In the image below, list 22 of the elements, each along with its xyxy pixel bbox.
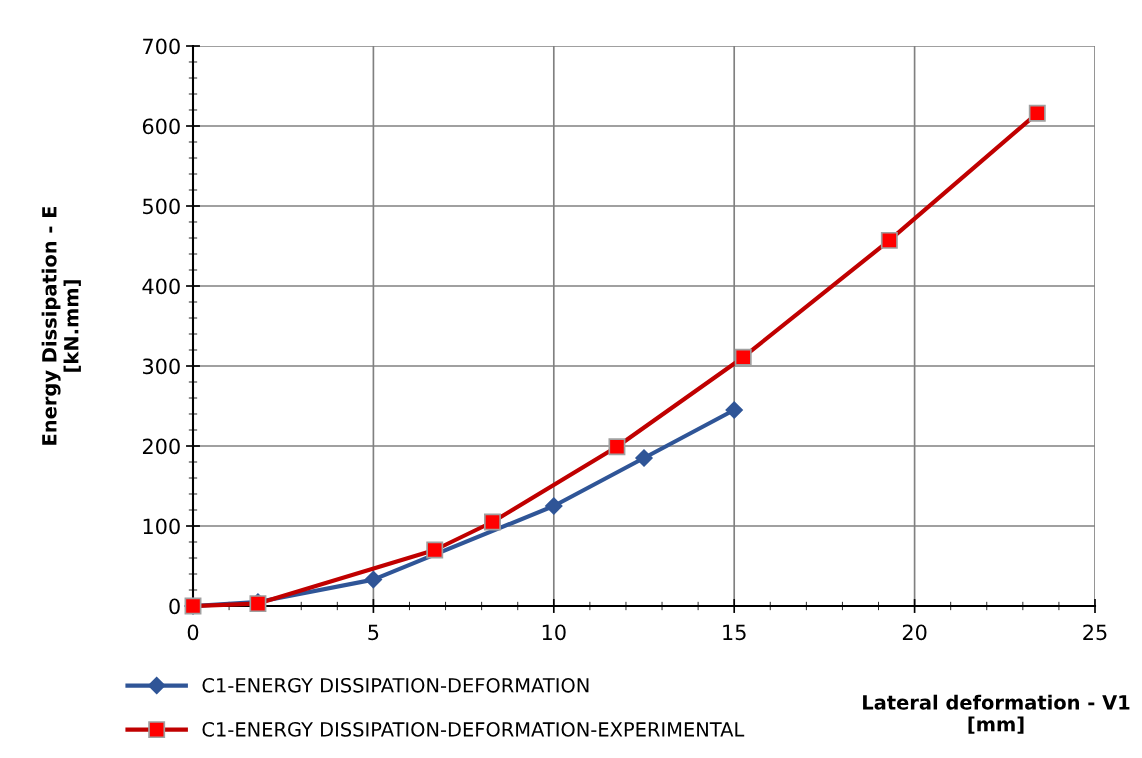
y-tick-label: 200 bbox=[142, 438, 180, 455]
legend-label: C1-ENERGY DISSIPATION-DEFORMATION bbox=[202, 677, 589, 693]
legend-label: C1-ENERGY DISSIPATION-DEFORMATION-EXPERIMENTAL bbox=[202, 722, 745, 737]
y-tick-label: 500 bbox=[143, 198, 180, 215]
point bbox=[635, 449, 653, 467]
x-tick-label: 0 bbox=[187, 624, 199, 641]
x-tick-label: 5 bbox=[368, 624, 379, 641]
point bbox=[545, 497, 563, 515]
y-tick-label: 300 bbox=[143, 358, 180, 375]
y-tick-label: 700 bbox=[143, 38, 180, 55]
x-tick-label: 25 bbox=[1083, 624, 1107, 641]
point bbox=[364, 570, 383, 589]
x-tick-label: 20 bbox=[902, 624, 927, 641]
y-tick-label: 0 bbox=[169, 598, 180, 615]
x-tick-label: 10 bbox=[542, 624, 566, 641]
point bbox=[725, 401, 743, 419]
x-axis-title: Lateral deformation - V1 [mm] bbox=[863, 694, 1130, 734]
y-tick-label: 100 bbox=[143, 518, 180, 535]
y-tick-label: 400 bbox=[142, 278, 180, 295]
y-axis-title: Energy Dissipation - E [kN.mm] bbox=[41, 206, 81, 445]
y-tick-label: 600 bbox=[142, 118, 180, 135]
x-tick-label: 15 bbox=[723, 624, 746, 641]
